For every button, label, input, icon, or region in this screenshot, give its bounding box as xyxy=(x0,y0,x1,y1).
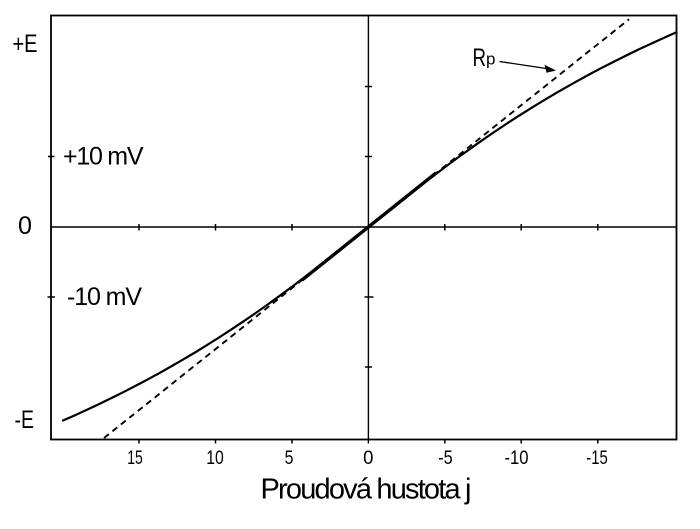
svg-text:-15: -15 xyxy=(586,447,608,469)
svg-text:-10: -10 xyxy=(505,447,529,469)
svg-text:+E: +E xyxy=(13,30,38,58)
svg-text:R: R xyxy=(473,44,487,72)
svg-text:10: 10 xyxy=(206,447,224,469)
svg-text:15: 15 xyxy=(127,447,143,469)
svg-text:0: 0 xyxy=(18,212,32,240)
svg-text:5: 5 xyxy=(285,447,294,469)
svg-text:p: p xyxy=(486,50,495,69)
svg-text:-5: -5 xyxy=(438,447,453,469)
svg-text:-E: -E xyxy=(15,406,35,434)
svg-text:-10 mV: -10 mV xyxy=(67,283,142,311)
svg-text:0: 0 xyxy=(363,447,373,469)
svg-text:Proudová hustota j: Proudová hustota j xyxy=(261,474,472,506)
svg-text:+10 mV: +10 mV xyxy=(63,142,144,170)
